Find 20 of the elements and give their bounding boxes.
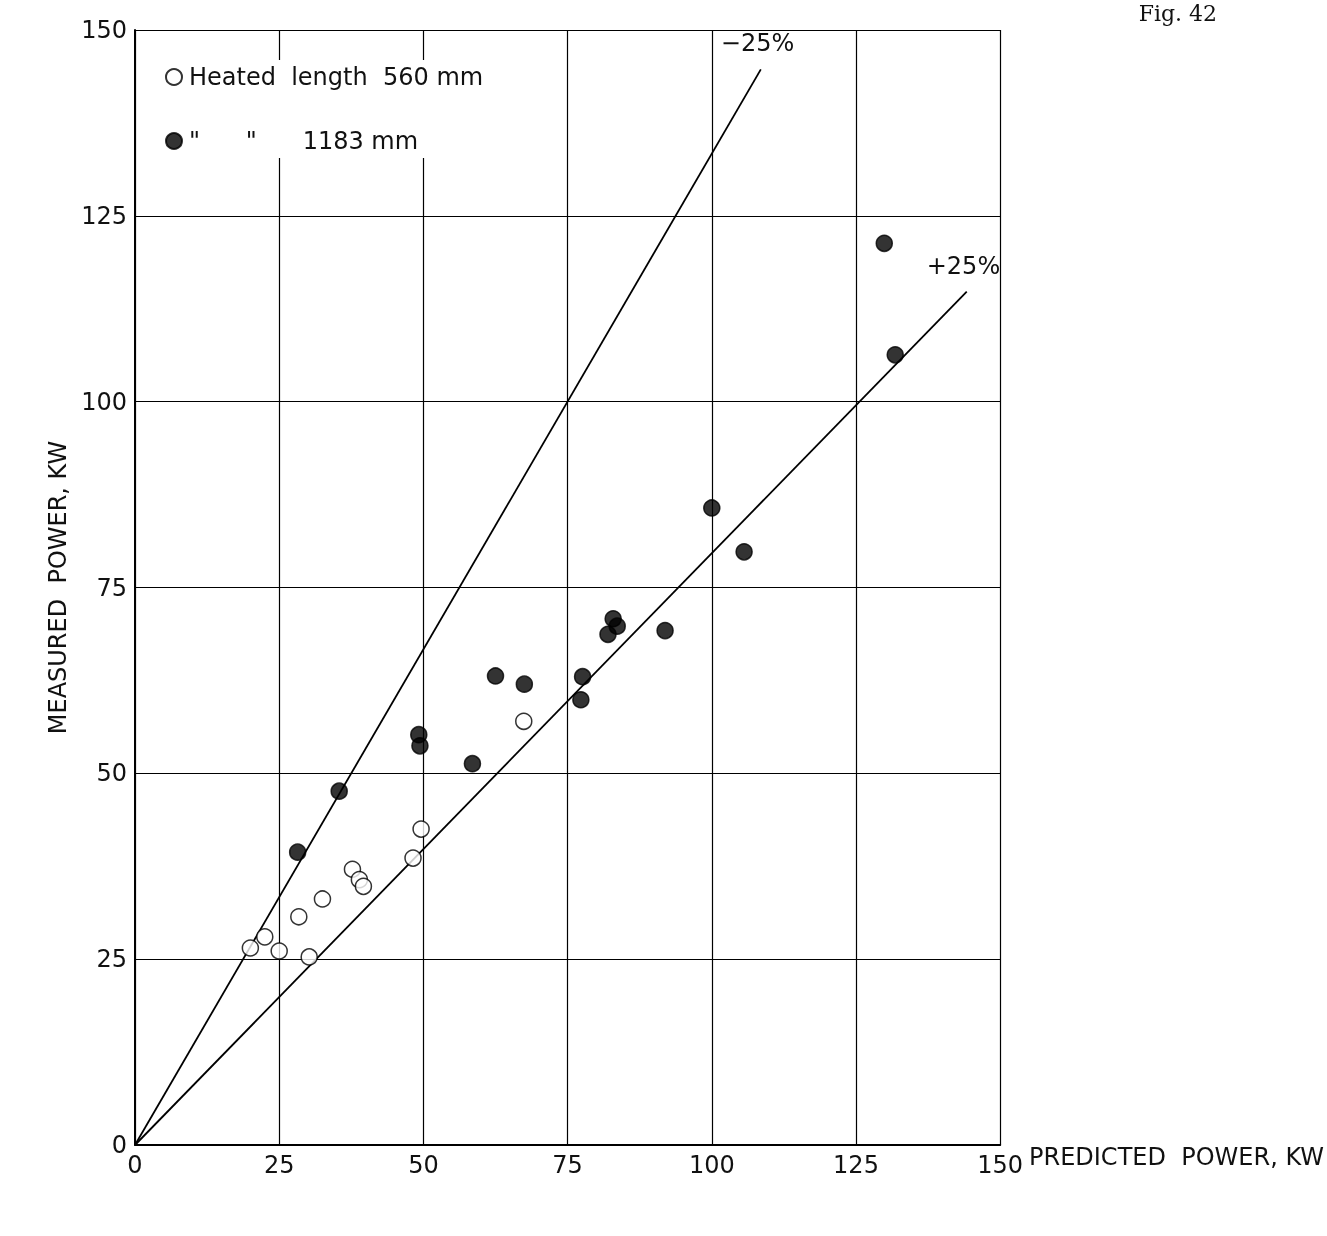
y-tick-label: 150	[81, 16, 127, 44]
x-tick-label: 50	[408, 1151, 439, 1179]
y-tick-label: 125	[81, 201, 127, 230]
x-tick-label: 125	[833, 1151, 879, 1179]
x-tick-label: 25	[263, 1151, 295, 1179]
x-axis-title: PREDICTED POWER, KW	[1029, 1143, 1324, 1171]
legend-label: Heated length 560 mm	[189, 63, 484, 91]
y-tick-label: 25	[96, 945, 127, 974]
legend-label: " " 1183 mm	[189, 127, 419, 155]
y-axis-title: MEASURED POWER, KW	[44, 440, 73, 735]
x-tick-label: 75	[552, 1151, 583, 1179]
annotation: −25%	[720, 29, 795, 58]
x-tick-label: 100	[688, 1151, 735, 1179]
y-tick-label: 50	[96, 759, 127, 788]
y-tick-label: 100	[81, 387, 127, 416]
annotation: +25%	[926, 251, 1001, 280]
y-tick-label: 0	[111, 1131, 127, 1159]
y-tick-label: 75	[96, 573, 127, 602]
x-tick-label: 150	[977, 1151, 1024, 1179]
caption: Fig. 42	[1138, 0, 1218, 26]
